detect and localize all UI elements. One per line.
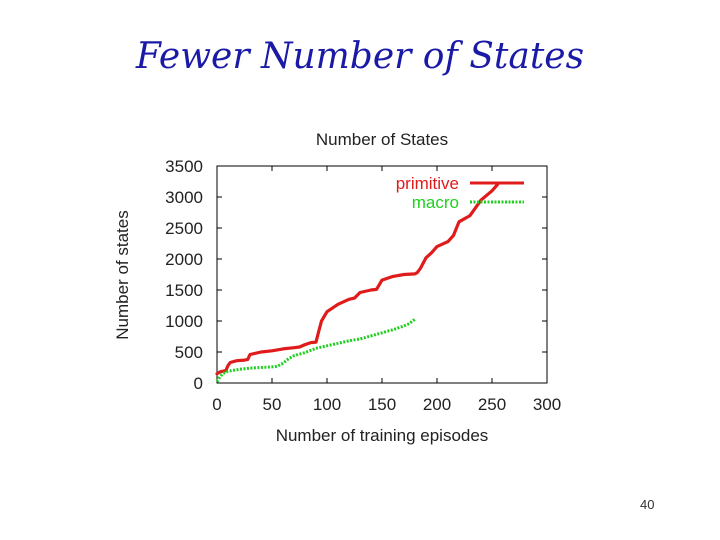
x-tick-label: 250 (478, 395, 506, 414)
y-tick-label: 1500 (165, 281, 203, 300)
y-tick-label: 0 (194, 374, 203, 393)
y-tick-label: 3000 (165, 188, 203, 207)
y-axis-ticks: 0 500 1000 1500 2000 2500 3000 3500 (165, 157, 547, 393)
y-axis-label: Number of states (113, 210, 132, 339)
x-tick-label: 300 (533, 395, 561, 414)
x-tick-label: 0 (212, 395, 221, 414)
y-tick-label: 2500 (165, 219, 203, 238)
y-tick-label: 1000 (165, 312, 203, 331)
page-number: 40 (640, 497, 655, 512)
y-tick-label: 500 (175, 343, 203, 362)
series-line-primitive (215, 183, 500, 376)
x-tick-label: 150 (368, 395, 396, 414)
legend-label-primitive: primitive (396, 174, 459, 193)
chart-title: Number of States (316, 130, 448, 149)
x-axis-label: Number of training episodes (276, 426, 489, 445)
y-tick-label: 2000 (165, 250, 203, 269)
x-tick-label: 200 (423, 395, 451, 414)
slide-title: Fewer Number of States (135, 36, 585, 77)
series-layer (215, 183, 500, 383)
x-tick-label: 50 (263, 395, 282, 414)
x-tick-label: 100 (313, 395, 341, 414)
legend-label-macro: macro (412, 193, 459, 212)
x-axis-ticks: 0 50 100 150 200 250 300 (212, 166, 561, 414)
y-tick-label: 3500 (165, 157, 203, 176)
series-line-macro (215, 317, 416, 383)
